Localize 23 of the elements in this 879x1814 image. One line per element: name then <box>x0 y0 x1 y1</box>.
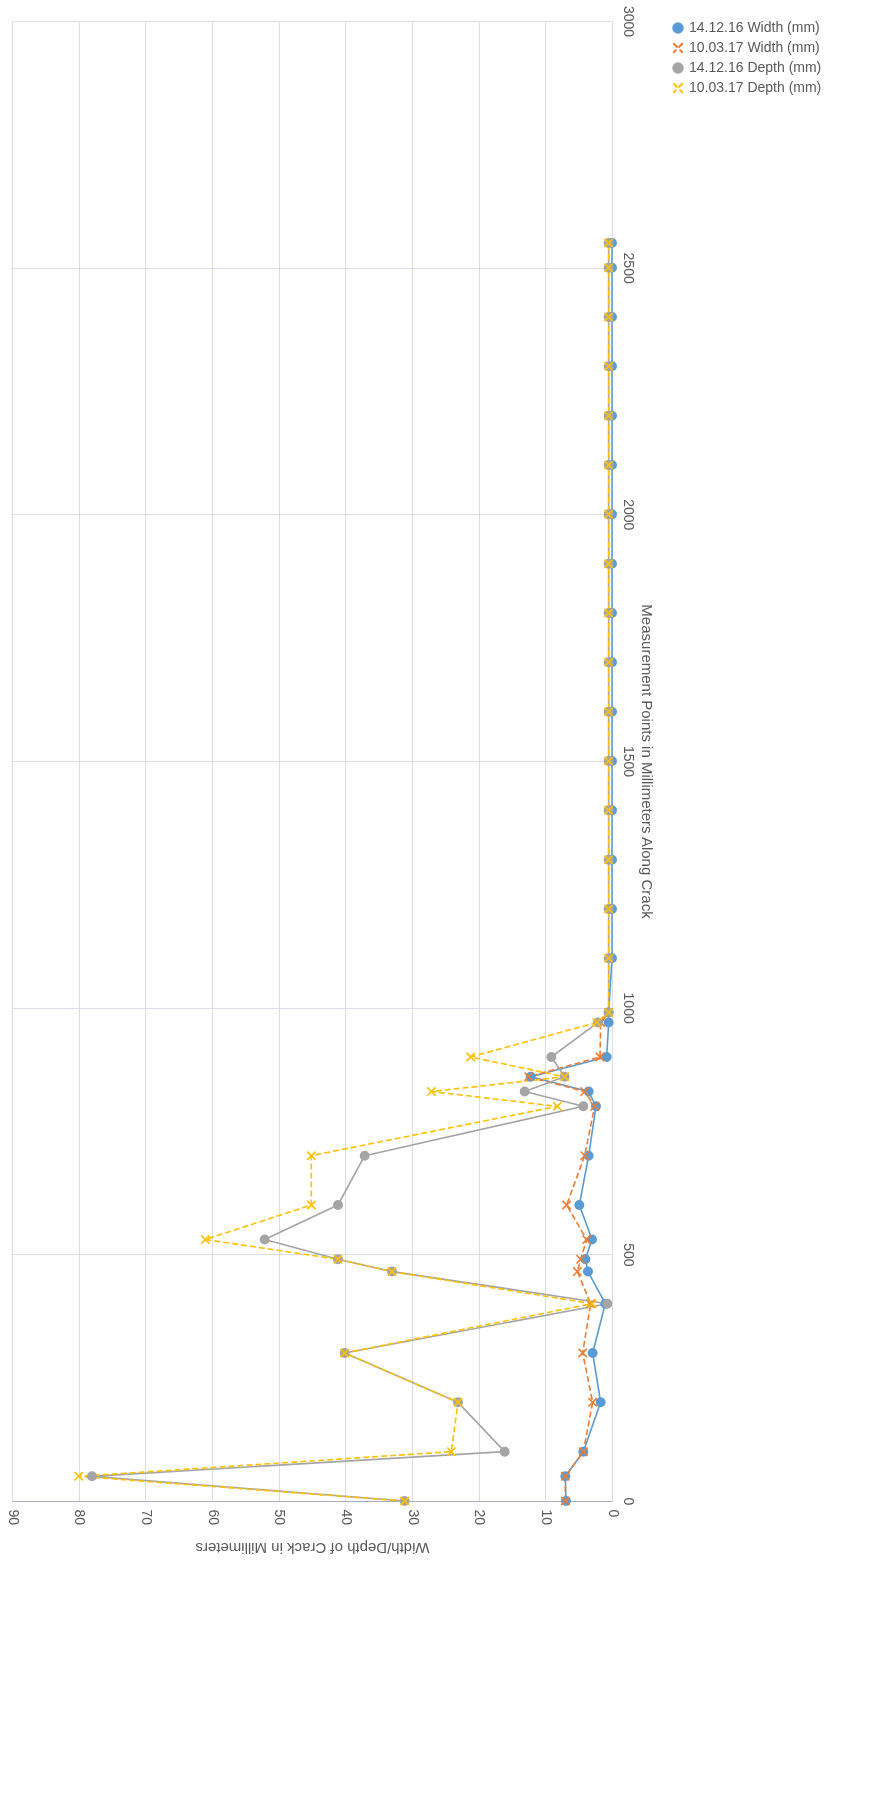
x-tick-label: 40 <box>338 1509 355 1526</box>
legend-label: 10.03.17 Depth (mm) <box>689 79 822 95</box>
legend-label: 14.12.16 Depth (mm) <box>689 59 822 75</box>
y-tick-label: 2500 <box>620 252 637 284</box>
x-axis-title: Width/Depth of Crack in Millimeters <box>195 1540 430 1558</box>
y-tick-label: 0 <box>620 1497 637 1506</box>
x-tick-label: 60 <box>205 1509 222 1526</box>
x-tick-label: 20 <box>472 1509 489 1526</box>
x-tick-label: 70 <box>138 1509 155 1526</box>
y-tick-label: 500 <box>620 1243 637 1267</box>
legend-label: 14.12.16 Width (mm) <box>689 19 820 35</box>
y-tick-label: 2000 <box>620 499 637 531</box>
y-tick-label: 3000 <box>620 5 637 38</box>
legend-label: 10.03.17 Width (mm) <box>689 39 820 55</box>
y-tick-label: 1500 <box>620 745 637 778</box>
x-tick-label: 90 <box>5 1509 22 1526</box>
y-tick-label: 1000 <box>620 992 637 1024</box>
x-tick-label: 30 <box>405 1509 422 1526</box>
y-axis-title: Measurement Points in Millimeters Along Crack <box>638 604 656 920</box>
x-tick-label: 0 <box>605 1509 622 1518</box>
x-tick-label: 80 <box>72 1509 89 1526</box>
x-tick-label: 10 <box>538 1509 555 1526</box>
x-tick-label: 50 <box>272 1509 289 1526</box>
